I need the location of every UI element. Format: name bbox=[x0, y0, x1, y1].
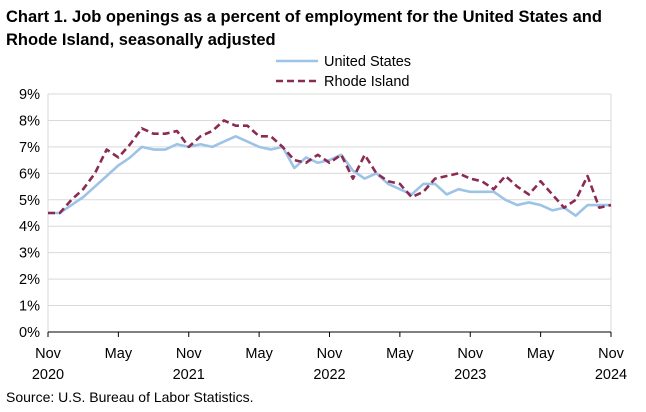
x-tick-label: May bbox=[386, 346, 414, 362]
y-tick-label: 9% bbox=[19, 87, 40, 103]
x-tick-label: Nov bbox=[176, 346, 203, 362]
y-tick-label: 1% bbox=[19, 299, 40, 315]
x-tick-label: Nov bbox=[598, 346, 625, 362]
legend: United States Rhode Island bbox=[276, 54, 411, 90]
y-tick-label: 4% bbox=[19, 219, 40, 235]
axes bbox=[47, 93, 612, 337]
x-tick-label: May bbox=[527, 346, 555, 362]
y-tick-label: 0% bbox=[19, 325, 40, 341]
source-note: Source: U.S. Bureau of Labor Statistics. bbox=[6, 389, 254, 405]
y-tick-label: 2% bbox=[19, 272, 40, 288]
y-tick-label: 7% bbox=[19, 140, 40, 156]
x-tick-year-label: 2021 bbox=[173, 367, 205, 383]
y-tick-label: 8% bbox=[19, 113, 40, 129]
x-tick-year-label: 2022 bbox=[313, 367, 345, 383]
y-tick-labels: 0% 1% 2% 3% 4% 5% 6% 7% 8% 9% bbox=[19, 87, 40, 341]
legend-label: United States bbox=[324, 54, 411, 70]
gridlines bbox=[48, 93, 611, 333]
x-tick-year-label: 2024 bbox=[595, 367, 627, 383]
y-tick-label: 3% bbox=[19, 246, 40, 262]
x-tick-label: Nov bbox=[317, 346, 344, 362]
x-tick-year-label: 2023 bbox=[454, 367, 486, 383]
x-tick-year-label: 2020 bbox=[32, 367, 64, 383]
x-tick-labels: Nov 2020 May Nov 2021 May Nov 2022 May Nov 2023 May… bbox=[32, 346, 627, 383]
series-lines bbox=[48, 119, 612, 217]
series-line-rhode-island bbox=[48, 119, 612, 215]
y-tick-label: 5% bbox=[19, 193, 40, 209]
series-line-united-states bbox=[48, 135, 611, 217]
legend-label: Rhode Island bbox=[324, 74, 409, 90]
x-tick-label: Nov bbox=[457, 346, 484, 362]
x-tick-label: Nov bbox=[35, 346, 62, 362]
x-tick-label: May bbox=[245, 346, 273, 362]
chart-title: Chart 1. Job openings as a percent of em… bbox=[6, 8, 602, 49]
y-tick-label: 6% bbox=[19, 166, 40, 182]
x-tick-label: May bbox=[105, 346, 133, 362]
